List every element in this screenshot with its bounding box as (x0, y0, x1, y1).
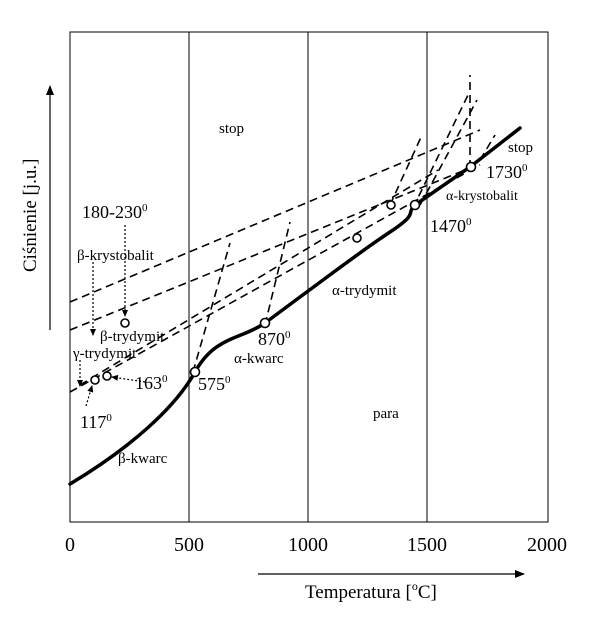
dashed-line-2 (69, 167, 471, 331)
x-axis-title: Temperatura [oC] (305, 579, 437, 603)
region-stop: stop (219, 121, 244, 137)
x-tick-1000: 1000 (288, 534, 328, 556)
label-beta-kwarc: β-kwarc (118, 451, 168, 467)
label-575: 5750 (198, 374, 231, 394)
region-stop-upper: stop (508, 140, 533, 156)
dashed-line-5 (192, 242, 231, 373)
label-870: 8700 (258, 329, 291, 349)
label-180-230: 180-2300 (82, 202, 148, 222)
arrow-117 (85, 385, 94, 407)
x-tick-1500: 1500 (407, 534, 447, 556)
point-117 (90, 375, 100, 385)
label-163: 1630 (135, 373, 168, 393)
label-1470: 14700 (430, 216, 472, 236)
dashed-line-8 (412, 94, 469, 209)
label-1730: 17300 (486, 162, 528, 182)
label-alpha-krystobalit: α-krystobalit (446, 189, 518, 204)
point-870 (259, 317, 271, 329)
point-163 (102, 371, 112, 381)
label-gamma-trydymit: γ-trydymit (72, 346, 137, 362)
x-tick-0: 0 (65, 534, 75, 556)
point-180-230 (120, 318, 130, 328)
plot-frame (69, 31, 549, 523)
label-beta-trydymit: β-trydymit (100, 329, 165, 345)
dashed-line-1 (69, 129, 481, 303)
region-para: para (373, 406, 399, 422)
transition-points (90, 161, 477, 385)
dashed-line-6 (264, 221, 291, 326)
equilibrium-curve (68, 126, 522, 486)
point-upper-2 (352, 233, 362, 243)
dotted-arrows (77, 225, 146, 407)
dashed-line-7 (389, 134, 423, 206)
point-575 (189, 366, 201, 378)
label-beta-krystobalit: β-krystobalit (77, 248, 155, 264)
x-tick-500: 500 (174, 534, 204, 556)
arrow-163 (111, 374, 146, 383)
point-1470 (409, 199, 421, 211)
label-117: 1170 (80, 412, 112, 432)
label-alpha-kwarc: α-kwarc (234, 351, 284, 367)
dashed-line-4 (79, 169, 439, 386)
point-1730 (465, 161, 477, 173)
point-upper-1 (386, 200, 396, 210)
label-alpha-trydymit: α-trydymit (332, 283, 397, 299)
x-tick-2000: 2000 (527, 534, 567, 556)
y-axis-title: Ciśnienie [j.u.] (20, 159, 41, 272)
dashed-line-9 (419, 99, 478, 206)
